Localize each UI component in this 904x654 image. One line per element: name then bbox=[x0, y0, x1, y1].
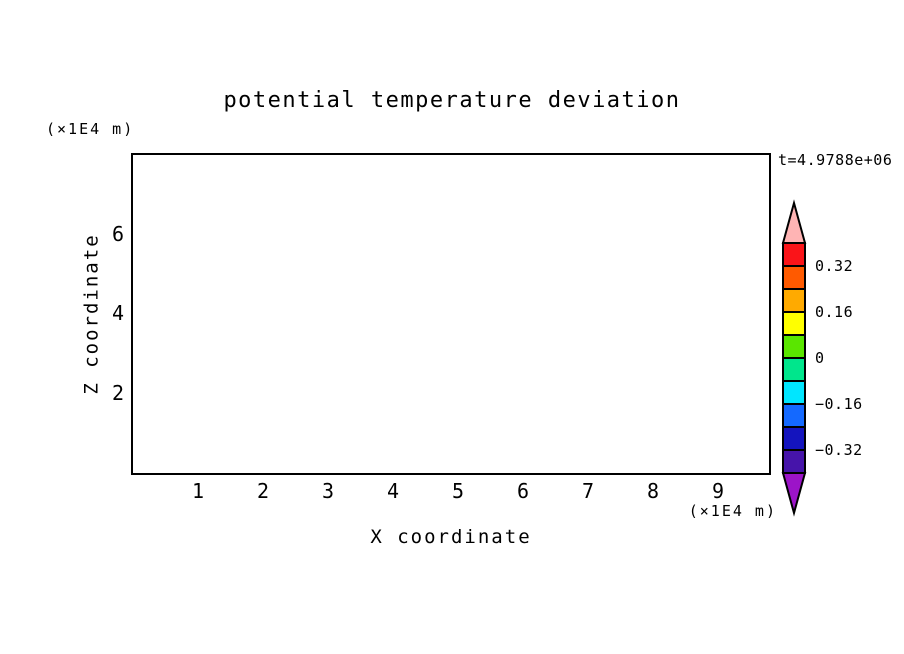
x-tick-label: 8 bbox=[646, 479, 660, 503]
colorbar-cell bbox=[782, 380, 806, 405]
z-tick-label: 4 bbox=[111, 301, 124, 325]
x-tick-label: 6 bbox=[516, 479, 530, 503]
colorbar-label: 0 bbox=[815, 349, 825, 367]
colorbar-label: 0.32 bbox=[815, 257, 853, 275]
colorbar-arrow-low bbox=[781, 472, 807, 517]
z-axis-label: Z coordinate bbox=[81, 233, 103, 395]
colorbar-cell bbox=[782, 449, 806, 474]
colorbar-cell bbox=[782, 265, 806, 290]
colorbar-arrow-high bbox=[781, 199, 807, 244]
x-tick-label: 9 bbox=[711, 479, 725, 503]
x-tick-labels: 1 2 3 4 5 6 7 8 9 bbox=[133, 479, 769, 503]
contour-canvas bbox=[133, 155, 769, 473]
colorbar-label: −0.16 bbox=[815, 395, 863, 413]
colorbar: 0.32 0.16 0 −0.16 −0.32 bbox=[781, 199, 863, 517]
plot-title: potential temperature deviation bbox=[223, 88, 681, 113]
x-tick-label: 7 bbox=[581, 479, 595, 503]
colorbar-cell bbox=[782, 426, 806, 451]
x-tick-label: 1 bbox=[191, 479, 205, 503]
colorbar-cell bbox=[782, 242, 806, 267]
z-tick-label: 2 bbox=[111, 380, 124, 405]
time-annotation: t=4.9788e+06 bbox=[778, 151, 893, 169]
colorbar-cell bbox=[782, 357, 806, 382]
colorbar-label: −0.32 bbox=[815, 441, 863, 459]
colorbar-label: 0.16 bbox=[815, 303, 853, 321]
colorbar-cell bbox=[782, 403, 806, 428]
z-tick-label: 6 bbox=[111, 221, 124, 246]
x-tick-label: 3 bbox=[321, 479, 335, 503]
x-axis-unit-label: (×1E4 m) bbox=[688, 502, 777, 520]
x-axis-label: X coordinate bbox=[370, 526, 532, 548]
x-tick-label: 2 bbox=[256, 479, 270, 503]
colorbar-cell bbox=[782, 311, 806, 336]
z-axis-label-wrap: Z coordinate bbox=[70, 155, 114, 473]
plot-frame bbox=[131, 153, 771, 475]
x-tick-label: 5 bbox=[451, 479, 465, 503]
z-axis-unit-label: (×1E4 m) bbox=[46, 120, 135, 138]
colorbar-cell bbox=[782, 334, 806, 359]
colorbar-cell bbox=[782, 288, 806, 313]
x-tick-label: 4 bbox=[386, 479, 400, 503]
z-tick-labels: 2 4 6 bbox=[84, 155, 124, 473]
